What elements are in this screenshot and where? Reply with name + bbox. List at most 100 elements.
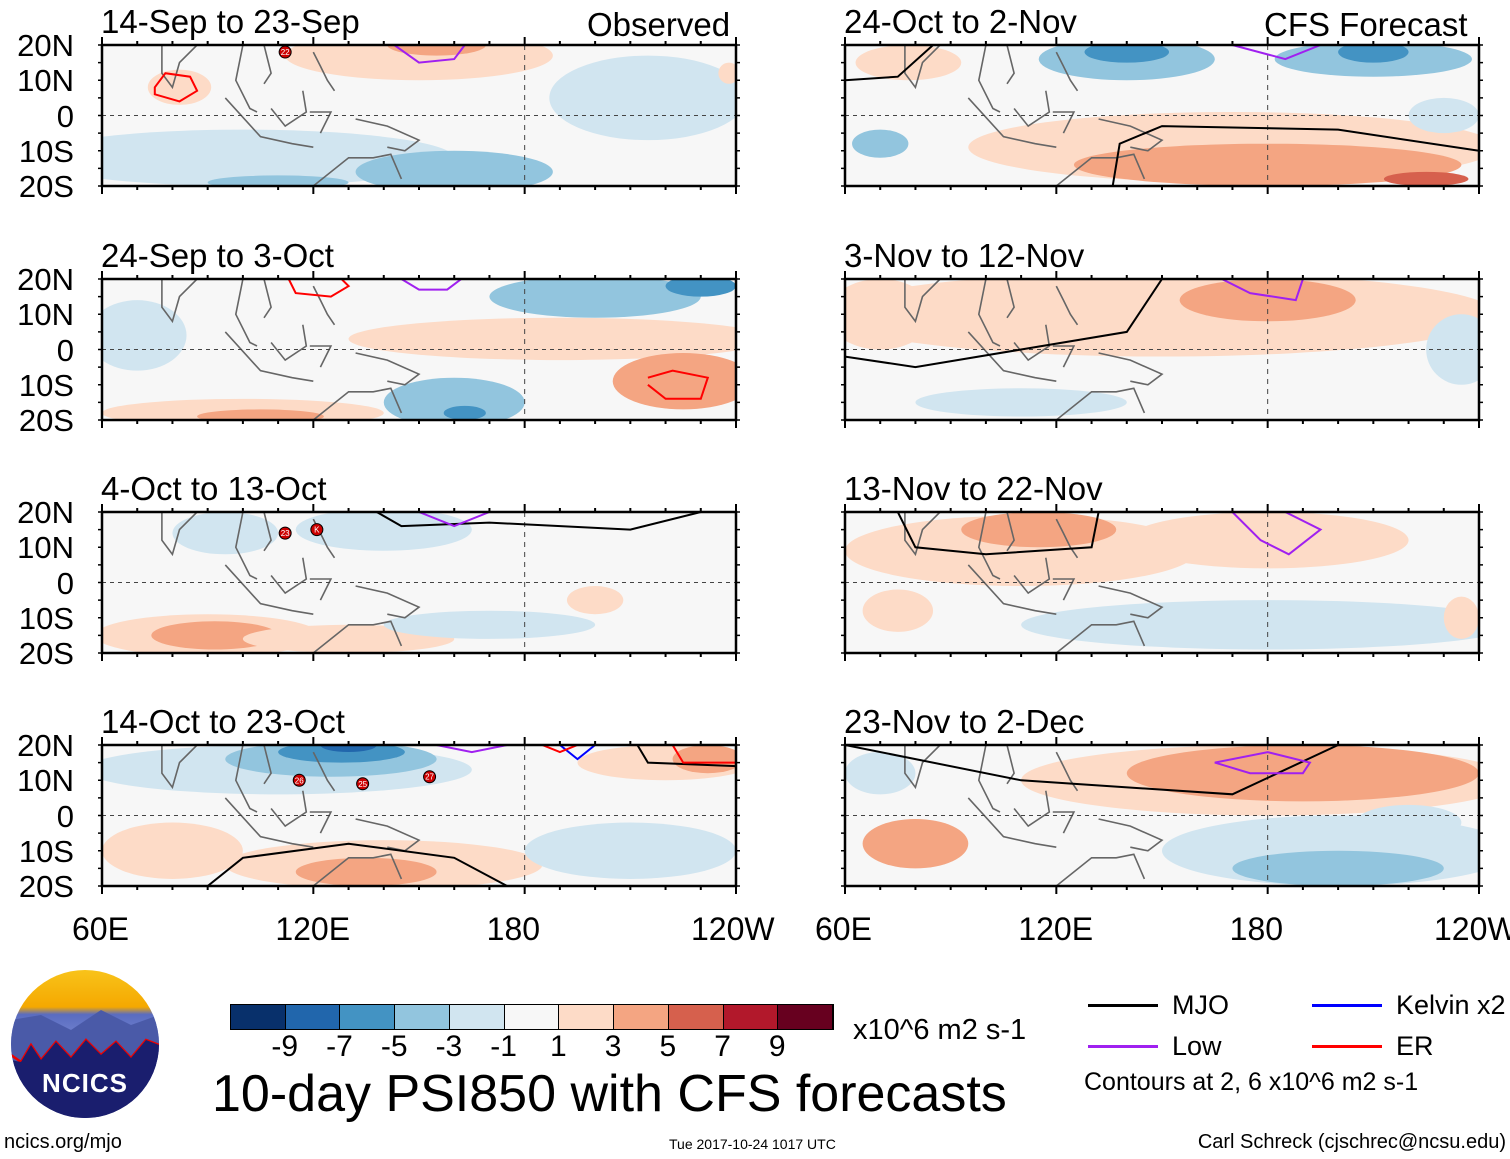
anomaly-region	[1232, 850, 1444, 886]
lat-tick-label: 10N	[17, 297, 74, 333]
anomaly-region	[278, 745, 405, 763]
map-panel: 23 K	[98, 504, 740, 661]
anomaly-region	[355, 150, 553, 186]
ncics-link[interactable]: ncics.org/mjo	[4, 1131, 122, 1153]
map-panel: 22	[98, 37, 740, 194]
anomaly-region	[320, 745, 377, 753]
coastline	[224, 797, 314, 848]
lon-tick-label: 60E	[815, 911, 872, 947]
anomaly-region	[1084, 45, 1170, 63]
lon-tick-label: 120E	[275, 911, 351, 947]
coastline	[224, 331, 314, 382]
lat-tick-label: 20S	[18, 636, 74, 671]
coastline	[977, 745, 1001, 813]
coastline	[310, 853, 403, 886]
coastline	[904, 512, 941, 557]
anomaly-region	[1383, 171, 1469, 186]
panel-title: 4-Oct to 13-Oct	[101, 470, 327, 507]
coastline	[1006, 745, 1015, 785]
colorbar-swatch	[231, 1005, 286, 1029]
colorbar-label: 1	[550, 1030, 567, 1063]
anomaly-region	[524, 822, 736, 879]
lon-tick-label: 180	[486, 911, 541, 947]
coastline	[1013, 557, 1051, 595]
anomaly-region	[718, 62, 736, 84]
anomaly-region	[549, 55, 736, 141]
column-label: Observed	[587, 6, 731, 43]
anomaly-region	[1338, 45, 1409, 63]
coastline	[270, 790, 308, 828]
coastline	[224, 97, 314, 148]
legend-line	[1312, 1004, 1382, 1007]
colorbar-label: -9	[271, 1030, 299, 1063]
coastline	[1098, 118, 1164, 152]
lon-tick-label: 180	[1229, 911, 1284, 947]
coastline	[904, 279, 941, 324]
anomaly-region	[383, 610, 596, 639]
coastline	[312, 751, 336, 792]
anomaly-region	[855, 45, 962, 81]
coastline	[1013, 90, 1051, 128]
anomaly-region	[102, 300, 187, 371]
anomaly-region	[1355, 804, 1462, 841]
wave-contour	[287, 279, 351, 298]
lat-tick-label: 20S	[18, 403, 74, 438]
timestamp: Tue 2017-10-24 1017 UTC	[669, 1136, 836, 1152]
wave-contour	[1231, 512, 1323, 556]
coastline	[1053, 387, 1146, 420]
storm-label: 25	[358, 780, 367, 789]
coastline	[310, 620, 403, 653]
lat-tick-label: 20N	[17, 28, 74, 63]
storm-marker: 23	[278, 526, 292, 540]
panel-title: 14-Oct to 23-Oct	[101, 703, 345, 740]
colorbar-units: x10^6 m2 s-1	[853, 1014, 1027, 1046]
storm-marker: 22	[278, 45, 292, 59]
legend-line	[1088, 1045, 1158, 1048]
wave-contour	[636, 745, 736, 768]
colorbar	[230, 1004, 834, 1030]
lon-tick-label: 120E	[1018, 911, 1094, 947]
anomaly-region	[489, 279, 701, 318]
panel-title: 23-Nov to 2-Dec	[844, 703, 1085, 740]
lat-tick-label: 20S	[18, 169, 74, 204]
wave-contour	[1221, 279, 1304, 302]
storm-label: 22	[281, 48, 290, 57]
map-panel	[841, 504, 1483, 661]
wave-contour	[647, 369, 710, 400]
coastline	[270, 557, 308, 595]
wave-contour	[845, 45, 934, 82]
coastline	[1055, 518, 1079, 559]
anomaly-region	[443, 405, 486, 420]
coastline	[161, 45, 198, 90]
lat-tick-label: 20S	[18, 869, 74, 904]
legend-line	[1088, 1004, 1158, 1007]
colorbar-swatch	[668, 1005, 724, 1029]
anomaly-region	[1426, 314, 1479, 385]
legend-label: Kelvin x2	[1396, 990, 1506, 1020]
coastline	[1006, 45, 1015, 85]
lat-tick-label: 10S	[18, 367, 74, 403]
lat-tick-label: 10N	[17, 63, 74, 99]
coastline	[967, 331, 1057, 382]
coastline	[904, 45, 941, 90]
storm-label: 27	[425, 773, 434, 782]
legend-label: Low	[1172, 1031, 1222, 1061]
coastline	[1098, 585, 1164, 619]
map-panel	[98, 271, 740, 428]
anomaly-region	[672, 745, 736, 774]
coastline	[977, 512, 1001, 580]
anomaly-region	[961, 512, 1117, 548]
panel-title: 24-Sep to 3-Oct	[101, 237, 334, 274]
anomaly-region	[1073, 143, 1462, 186]
colorbar-swatch	[449, 1005, 505, 1029]
coastline	[904, 745, 941, 790]
coastline	[1006, 279, 1015, 319]
wave-contour	[376, 512, 702, 531]
wave-contour	[400, 279, 462, 291]
map-panel	[841, 37, 1483, 194]
anomaly-region	[1021, 600, 1479, 650]
coastline	[234, 45, 258, 113]
coastline	[310, 387, 403, 420]
storm-label: K	[314, 526, 320, 535]
coastline	[1053, 620, 1146, 653]
